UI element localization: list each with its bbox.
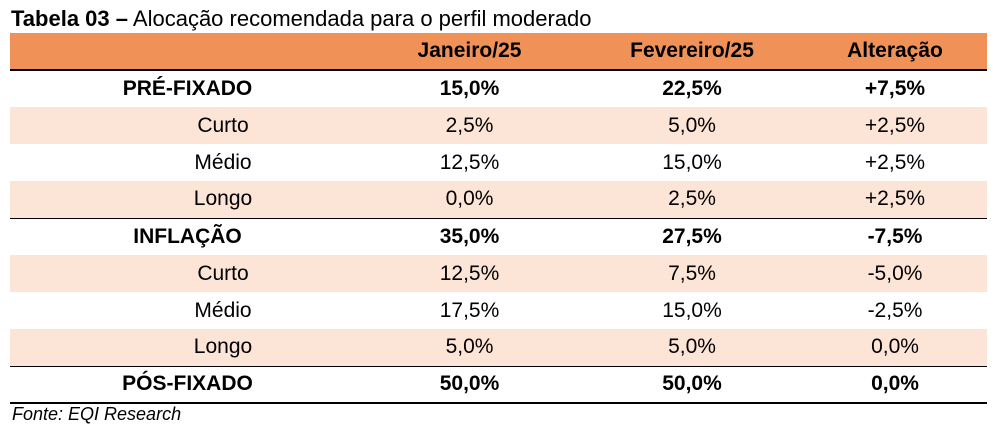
cell-fev: 5,0% [581, 329, 803, 366]
cell-jan: 35,0% [358, 217, 581, 255]
row-label: Curto [10, 107, 358, 144]
cell-fev: 15,0% [662, 150, 722, 174]
row-label: Longo [10, 181, 358, 218]
cell-fev: 15,0% [662, 298, 722, 322]
cell-fev: 5,0% [581, 107, 803, 144]
column-header-label [10, 33, 358, 71]
table-row-inf-curto: Curto 12,5% 7,5% -5,0% [10, 255, 987, 292]
cell-jan: 12,5% [358, 255, 581, 292]
cell-jan: 2,5% [358, 107, 581, 144]
table-header-row: Janeiro/25 Fevereiro/25 Alteração [10, 33, 987, 71]
allocation-table: Janeiro/25 Fevereiro/25 Alteração PRÉ-FI… [10, 33, 987, 404]
cell-jan: 17,5% [439, 298, 500, 322]
cell-jan: 5,0% [358, 329, 581, 366]
row-label: PÓS-FIXADO [10, 365, 358, 404]
cell-fev: 27,5% [581, 217, 803, 255]
cell-fev: 22,5% [581, 70, 803, 107]
cell-fev: 7,5% [581, 255, 803, 292]
cell-jan: 12,5% [439, 150, 500, 174]
column-header-fev: Fevereiro/25 [581, 33, 803, 71]
cell-jan: 15,0% [358, 70, 581, 107]
table-row-pre-curto: Curto 2,5% 5,0% +2,5% [10, 107, 987, 144]
table-row-pre-fixado: PRÉ-FIXADO 15,0% 22,5% +7,5% [10, 70, 987, 107]
column-header-jan: Janeiro/25 [358, 33, 581, 71]
row-label: Médio [194, 298, 252, 322]
table-title-number: Tabela 03 – [11, 6, 128, 31]
cell-alt: 0,0% [803, 329, 987, 366]
row-label: PRÉ-FIXADO [10, 70, 358, 107]
source-note: Fonte: EQI Research [12, 404, 182, 424]
cell-alt: +7,5% [803, 70, 987, 107]
cell-alt: +2,5% [864, 150, 926, 174]
table-row-pre-longo: Longo 0,0% 2,5% +2,5% [10, 181, 987, 218]
table-title-text: Alocação recomendada para o perfil moder… [132, 6, 592, 31]
row-label: INFLAÇÃO [10, 217, 358, 255]
cell-alt: -2,5% [867, 298, 923, 322]
table-row-pos-fixado: PÓS-FIXADO 50,0% 50,0% 0,0% [10, 365, 987, 404]
cell-alt: +2,5% [803, 181, 987, 218]
cell-fev: 50,0% [581, 365, 803, 404]
cell-fev: 2,5% [581, 181, 803, 218]
row-label: Médio [194, 150, 252, 174]
cell-alt: -5,0% [803, 255, 987, 292]
cell-alt: -7,5% [803, 217, 987, 255]
table-row-inflacao: INFLAÇÃO 35,0% 27,5% -7,5% [10, 217, 987, 255]
table-title: Tabela 03 – Alocação recomendada para o … [11, 5, 592, 33]
cell-alt: +2,5% [803, 107, 987, 144]
column-header-alt: Alteração [803, 33, 987, 71]
row-label: Longo [10, 329, 358, 366]
table-row-pre-medio: Médio 12,5% 15,0% +2,5% [10, 144, 987, 181]
cell-alt: 0,0% [803, 365, 987, 404]
cell-jan: 0,0% [358, 181, 581, 218]
table-row-inf-longo: Longo 5,0% 5,0% 0,0% [10, 329, 987, 366]
table-row-inf-medio: Médio 17,5% 15,0% -2,5% [10, 292, 987, 329]
row-label: Curto [10, 255, 358, 292]
cell-jan: 50,0% [358, 365, 581, 404]
